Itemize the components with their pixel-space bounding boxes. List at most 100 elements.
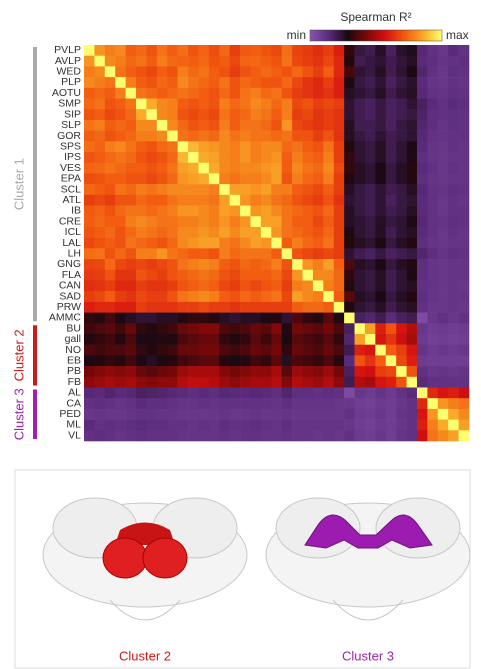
- heatmap-cell: [292, 77, 303, 88]
- heatmap-cell: [240, 291, 251, 302]
- heatmap-cell: [188, 206, 199, 217]
- heatmap-cell: [84, 141, 95, 152]
- heatmap-cell: [386, 195, 397, 206]
- heatmap-cell: [438, 280, 449, 291]
- heatmap-cell: [250, 420, 261, 431]
- heatmap-cell: [178, 291, 189, 302]
- heatmap-cell: [167, 120, 178, 131]
- heatmap-cell: [94, 259, 105, 270]
- heatmap-cell: [323, 227, 334, 238]
- heatmap-cell: [230, 216, 241, 227]
- heatmap-cell: [178, 323, 189, 334]
- heatmap-cell: [136, 56, 147, 67]
- heatmap-cell: [323, 313, 334, 324]
- heatmap-cell: [407, 195, 418, 206]
- heatmap-cell: [292, 173, 303, 184]
- heatmap-cell: [438, 302, 449, 313]
- heatmap-cell: [313, 173, 324, 184]
- heatmap-cell: [448, 45, 459, 56]
- heatmap-cell: [261, 259, 272, 270]
- heatmap-cell: [282, 409, 293, 420]
- heatmap-cell: [448, 184, 459, 195]
- heatmap-cell: [355, 227, 366, 238]
- heatmap-cell: [448, 345, 459, 356]
- heatmap-cell: [303, 56, 314, 67]
- heatmap-cell: [303, 195, 314, 206]
- heatmap-cell: [282, 109, 293, 120]
- heatmap-cell: [303, 206, 314, 217]
- heatmap-cell: [250, 270, 261, 281]
- heatmap-cell: [375, 99, 386, 110]
- heatmap-cell: [427, 270, 438, 281]
- heatmap-cell: [209, 88, 220, 99]
- heatmap-cell: [250, 184, 261, 195]
- heatmap-cell: [261, 345, 272, 356]
- heatmap-cell: [178, 173, 189, 184]
- heatmap-cell: [459, 302, 470, 313]
- heatmap-cell: [157, 66, 168, 77]
- heatmap-cell: [126, 259, 137, 270]
- heatmap-cell: [136, 323, 147, 334]
- heatmap-cell: [146, 420, 157, 431]
- heatmap-cell: [271, 345, 282, 356]
- heatmap-cell: [136, 216, 147, 227]
- heatmap-cell: [126, 248, 137, 259]
- heatmap-cell: [250, 323, 261, 334]
- heatmap-cell: [323, 56, 334, 67]
- heatmap-cell: [167, 323, 178, 334]
- heatmap-cell: [136, 77, 147, 88]
- heatmap-cell: [84, 420, 95, 431]
- heatmap-cell: [219, 99, 230, 110]
- heatmap-cell: [209, 120, 220, 131]
- heatmap-cell: [136, 291, 147, 302]
- heatmap-cell: [375, 313, 386, 324]
- heatmap-cell: [219, 131, 230, 142]
- heatmap-cell: [427, 291, 438, 302]
- heatmap-cell: [323, 420, 334, 431]
- heatmap-cell: [292, 291, 303, 302]
- heatmap-cell: [126, 227, 137, 238]
- heatmap-cell: [261, 45, 272, 56]
- heatmap-cell: [178, 313, 189, 324]
- heatmap-cell: [167, 99, 178, 110]
- heatmap-cell: [126, 206, 137, 217]
- heatmap-cell: [198, 259, 209, 270]
- heatmap-cell: [303, 345, 314, 356]
- heatmap-cell: [313, 366, 324, 377]
- heatmap-cell: [386, 163, 397, 174]
- heatmap-cell: [334, 120, 345, 131]
- heatmap-cell: [313, 141, 324, 152]
- heatmap-cell: [438, 120, 449, 131]
- heatmap-cell: [167, 56, 178, 67]
- heatmap-cell: [230, 184, 241, 195]
- heatmap-cell: [198, 280, 209, 291]
- heatmap-cell: [292, 88, 303, 99]
- heatmap-cell: [448, 430, 459, 441]
- heatmap-cell: [157, 355, 168, 366]
- heatmap-cell: [334, 131, 345, 142]
- heatmap-cell: [407, 302, 418, 313]
- heatmap-cell: [365, 430, 376, 441]
- heatmap-cell: [417, 302, 428, 313]
- heatmap-cell: [209, 387, 220, 398]
- heatmap-cell: [386, 420, 397, 431]
- heatmap-cell: [448, 355, 459, 366]
- heatmap-cell: [407, 45, 418, 56]
- heatmap-cell: [94, 88, 105, 99]
- heatmap-cell: [167, 280, 178, 291]
- heatmap-cell: [427, 77, 438, 88]
- heatmap-cell: [105, 334, 116, 345]
- heatmap-cell: [250, 313, 261, 324]
- heatmap-cell: [427, 141, 438, 152]
- heatmap-cell: [417, 409, 428, 420]
- heatmap-cell: [407, 56, 418, 67]
- heatmap-cell: [136, 141, 147, 152]
- heatmap-cell: [386, 120, 397, 131]
- heatmap-cell: [448, 387, 459, 398]
- heatmap-cell: [365, 77, 376, 88]
- heatmap-cell: [230, 152, 241, 163]
- heatmap-cell: [84, 216, 95, 227]
- heatmap-cell: [105, 216, 116, 227]
- heatmap-cell: [282, 216, 293, 227]
- heatmap-cell: [261, 184, 272, 195]
